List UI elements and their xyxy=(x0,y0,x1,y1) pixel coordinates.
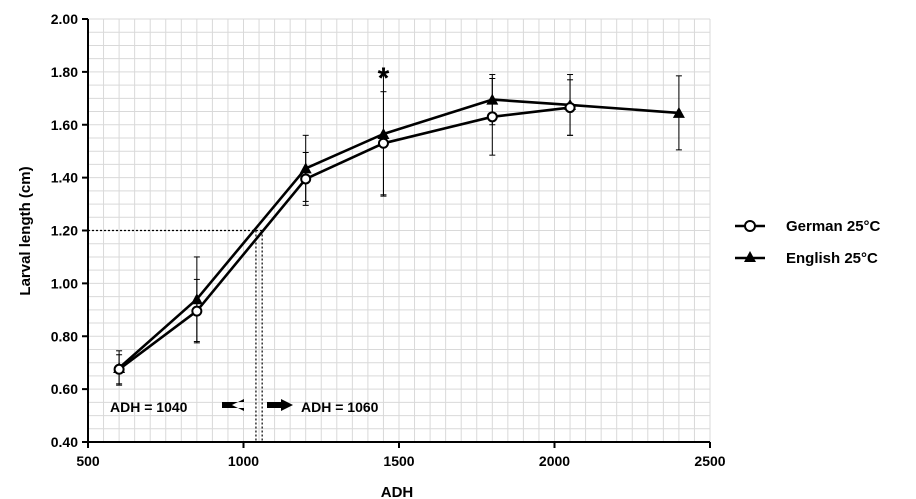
y-tick-label: 2.00 xyxy=(51,11,78,27)
annotation-adh-1060: ADH = 1060 xyxy=(301,399,379,415)
x-tick-label: 500 xyxy=(76,453,100,469)
y-tick-label: 0.40 xyxy=(51,434,78,450)
legend: German 25°C English 25°C xyxy=(735,218,881,267)
significance-star: * xyxy=(378,62,390,95)
reference-lines xyxy=(88,229,263,442)
y-tick-label: 0.60 xyxy=(51,381,78,397)
data-point-open-circle xyxy=(377,137,389,149)
y-tick-label: 1.40 xyxy=(51,170,78,186)
axes xyxy=(82,18,711,448)
series-german xyxy=(113,77,576,385)
data-point-filled-triangle xyxy=(672,106,685,118)
arrow-left-icon xyxy=(222,399,244,411)
legend-label-german: German 25°C xyxy=(786,218,881,235)
annotation-adh-1040: ADH = 1040 xyxy=(110,399,188,415)
y-tick-label: 1.80 xyxy=(51,64,78,80)
data-point-open-circle xyxy=(191,305,203,317)
series-line xyxy=(118,106,571,371)
data-point-open-circle xyxy=(113,363,125,375)
y-axis-title: Larval length (cm) xyxy=(17,166,34,295)
data-point-open-circle xyxy=(564,102,576,114)
series-layer xyxy=(113,71,685,386)
legend-item-german: German 25°C xyxy=(735,218,881,235)
x-tick-label: 1000 xyxy=(228,453,259,469)
arrow-right-icon xyxy=(267,399,293,411)
legend-item-english: English 25°C xyxy=(735,250,878,267)
x-tick-label: 2500 xyxy=(694,453,725,469)
y-tick-label: 1.00 xyxy=(51,275,78,291)
y-tick-label: 1.60 xyxy=(51,117,78,133)
x-tick-label: 2000 xyxy=(539,453,570,469)
x-tick-label: 1500 xyxy=(383,453,414,469)
legend-marker-open-circle xyxy=(744,220,756,232)
y-tick-label: 1.20 xyxy=(51,223,78,239)
grid-layer xyxy=(88,18,711,442)
data-point-open-circle xyxy=(300,173,312,185)
legend-label-english: English 25°C xyxy=(786,250,878,267)
tick-labels: 500 1000 1500 2000 2500 0.40 0.60 0.80 1.00 1.20 1… xyxy=(51,11,726,469)
x-axis-title: ADH xyxy=(381,484,414,499)
legend-marker-filled-triangle xyxy=(744,251,756,262)
y-tick-label: 0.80 xyxy=(51,328,78,344)
data-point-open-circle xyxy=(486,111,498,123)
